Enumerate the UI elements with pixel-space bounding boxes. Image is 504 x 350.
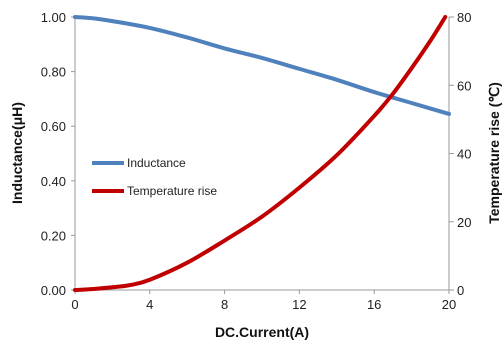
y-left-tick-label-0: 0.00 <box>41 283 66 298</box>
x-ticks: 0 4 8 12 16 20 <box>71 290 456 312</box>
y-left-ticks: 0.00 0.20 0.40 0.60 0.80 1.00 <box>41 10 75 298</box>
x-tick-label-2: 8 <box>221 297 228 312</box>
x-axis-title: DC.Current(A) <box>215 324 309 340</box>
x-tick-label-5: 20 <box>442 297 456 312</box>
y-left-tick-label-1: 0.20 <box>41 228 66 243</box>
x-tick-label-1: 4 <box>146 297 153 312</box>
x-tick-label-4: 16 <box>367 297 381 312</box>
y-left-tick-label-4: 0.80 <box>41 65 66 80</box>
x-tick-label-0: 0 <box>71 297 78 312</box>
series-layer <box>73 15 451 292</box>
series-line-inductance <box>73 15 451 116</box>
y-right-tick-label-0: 0 <box>457 283 464 298</box>
y-right-tick-label-4: 80 <box>457 10 471 25</box>
x-tick-label-3: 12 <box>292 297 306 312</box>
series-line-temperature-rise <box>73 15 448 292</box>
y-left-tick-label-5: 1.00 <box>41 10 66 25</box>
y-left-axis-title: Inductance(μH) <box>9 102 25 204</box>
y-right-tick-label-3: 60 <box>457 78 471 93</box>
y-right-axis-title: Temperature rise (℃) <box>486 82 502 224</box>
legend: Inductance Temperature rise <box>92 156 217 198</box>
y-right-tick-label-2: 40 <box>457 147 471 162</box>
legend-label-temperature-rise: Temperature rise <box>127 184 217 198</box>
y-left-tick-label-2: 0.40 <box>41 174 66 189</box>
y-right-tick-label-1: 20 <box>457 215 471 230</box>
y-right-ticks: 0 20 40 60 80 <box>449 10 471 298</box>
y-left-tick-label-3: 0.60 <box>41 119 66 134</box>
legend-label-inductance: Inductance <box>127 156 186 170</box>
